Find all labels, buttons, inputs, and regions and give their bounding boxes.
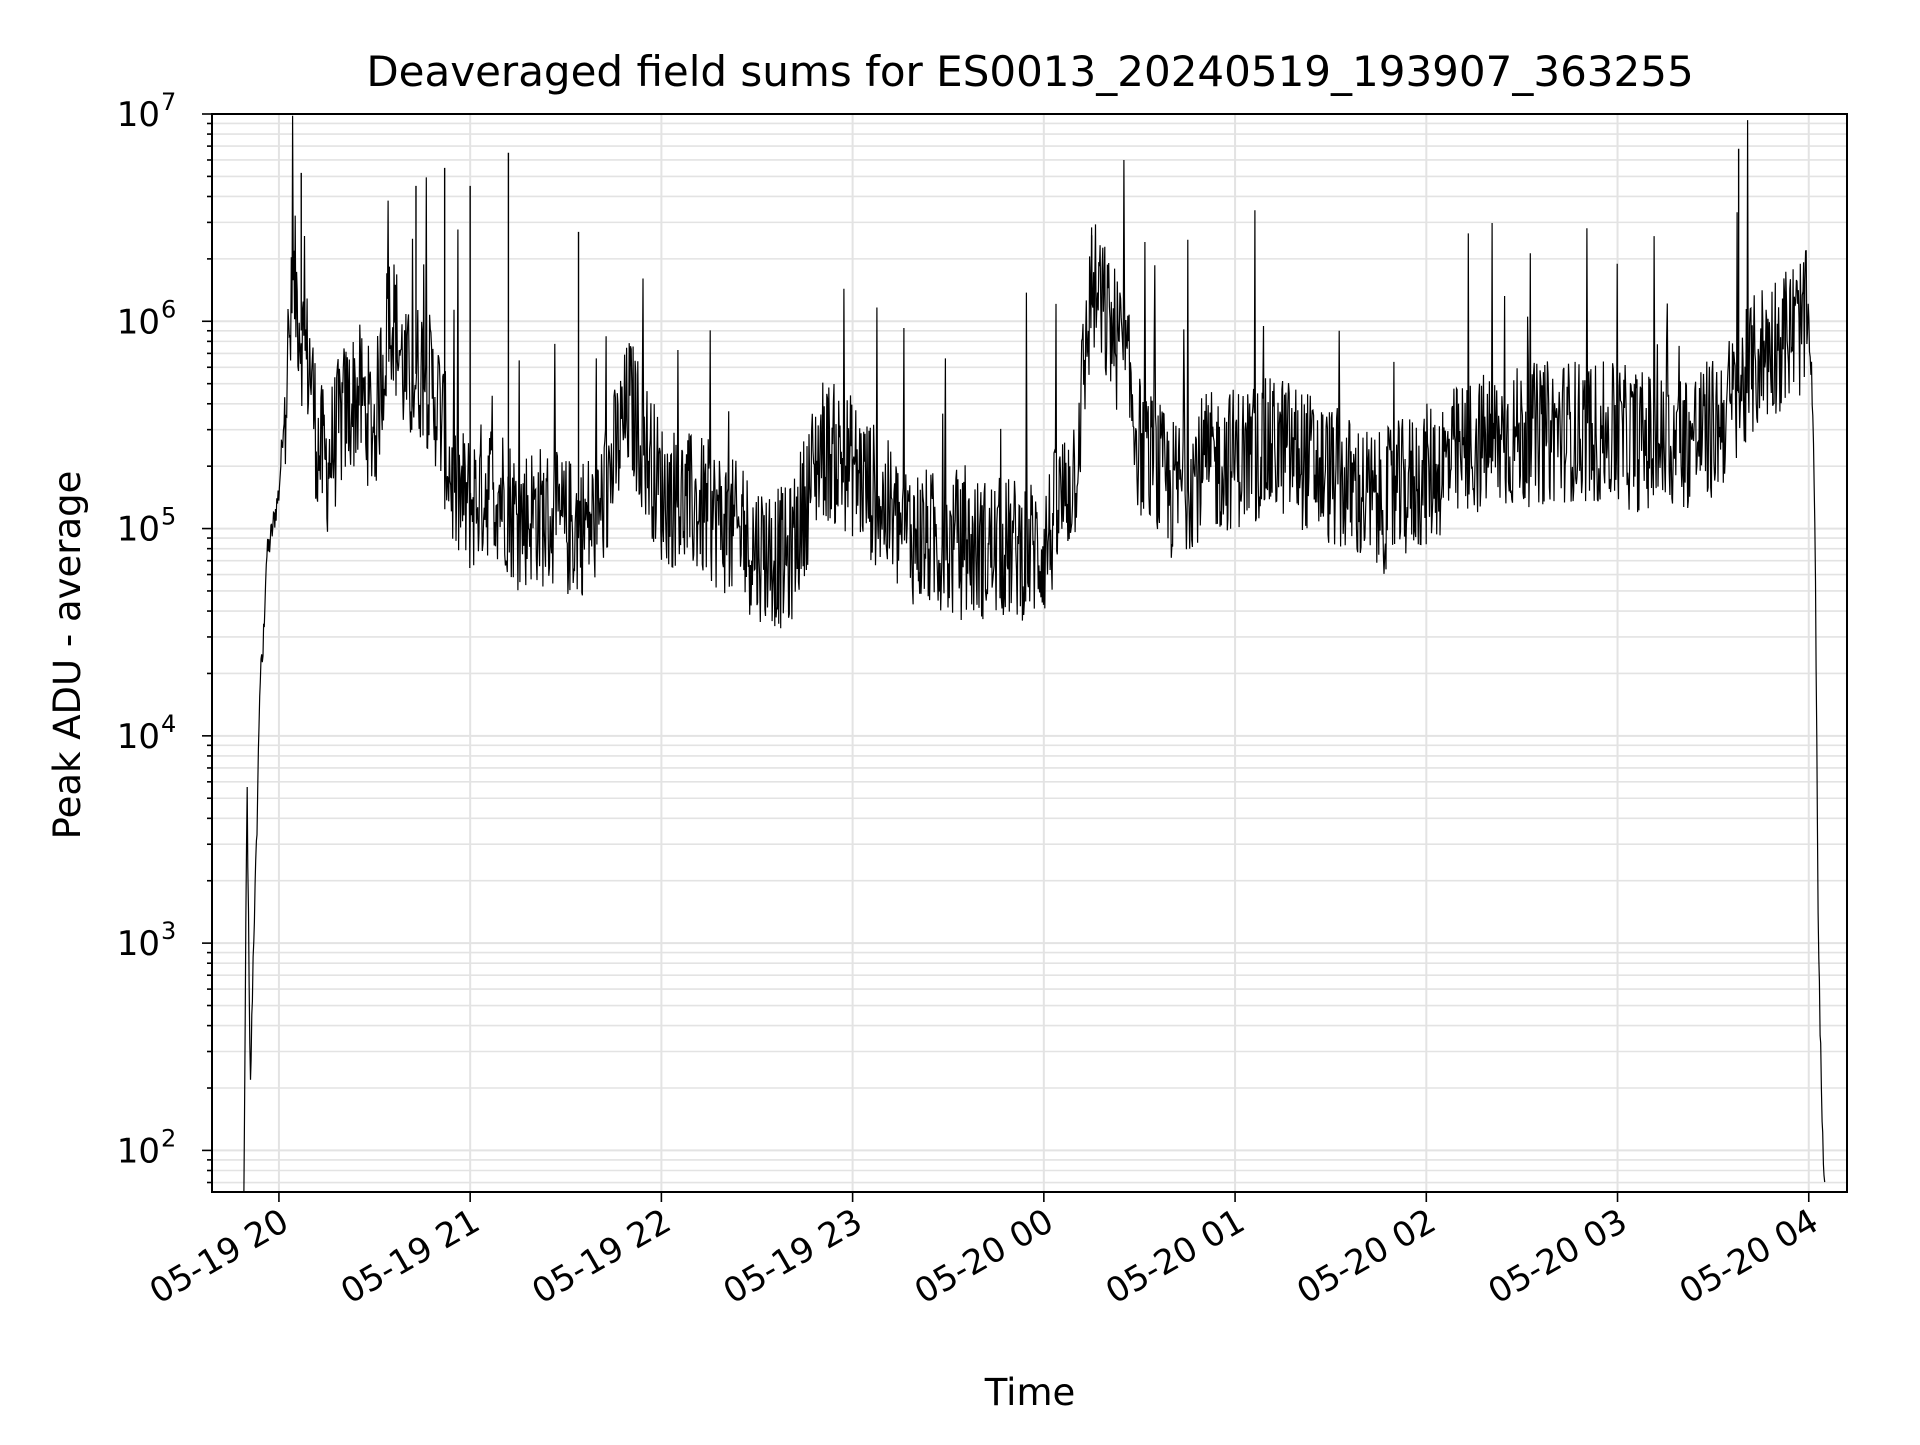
chart-title: Deaveraged field sums for ES0013_2024051… (366, 47, 1693, 96)
y-tick-exponent: 7 (161, 88, 176, 116)
y-tick-exponent: 6 (161, 295, 176, 323)
plot-frame (211, 113, 1848, 1193)
y-tick-label: 10 (117, 924, 160, 964)
y-tick-exponent: 2 (161, 1124, 176, 1152)
y-tick-label: 10 (117, 1131, 160, 1171)
series-line (243, 115, 1826, 1192)
y-tick-exponent: 3 (161, 917, 176, 945)
x-axis-label: Time (984, 1371, 1076, 1414)
y-tick-exponent: 4 (161, 710, 176, 738)
series-layer (243, 115, 1826, 1192)
y-tick-label: 10 (117, 510, 160, 550)
y-tick-exponent: 5 (161, 503, 176, 531)
y-tick-label: 10 (117, 95, 160, 135)
y-tick-label: 10 (117, 302, 160, 342)
y-tick-label: 10 (117, 717, 160, 757)
y-axis-label: Peak ADU - average (46, 471, 89, 840)
